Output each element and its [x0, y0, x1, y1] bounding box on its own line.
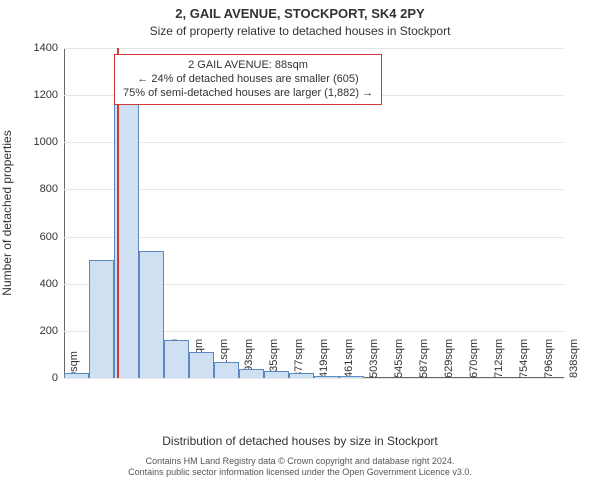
- attribution-line-2: Contains public sector information licen…: [0, 467, 600, 478]
- y-tick-label: 1000: [34, 136, 58, 148]
- gridline: [64, 237, 564, 238]
- chart-subtitle: Size of property relative to detached ho…: [0, 24, 600, 38]
- x-tick-label: 503sqm: [368, 335, 380, 378]
- gridline: [64, 378, 564, 379]
- histogram-bar: [139, 251, 164, 378]
- y-tick-label: 800: [40, 183, 58, 195]
- histogram-bar: [339, 376, 364, 378]
- chart-title: 2, GAIL AVENUE, STOCKPORT, SK4 2PY: [0, 6, 600, 21]
- legend-line-1: 2 GAIL AVENUE: 88sqm: [123, 59, 373, 73]
- attribution-line-1: Contains HM Land Registry data © Crown c…: [0, 456, 600, 467]
- x-tick-label: 587sqm: [418, 335, 430, 378]
- legend-line-2: ← 24% of detached houses are smaller (60…: [123, 73, 373, 87]
- gridline: [64, 189, 564, 190]
- histogram-bar: [164, 340, 189, 378]
- histogram-bar: [314, 376, 339, 378]
- chart-root: { "title_main": "2, GAIL AVENUE, STOCKPO…: [0, 0, 600, 500]
- x-tick-label: 377sqm: [293, 335, 305, 378]
- histogram-bar: [264, 371, 289, 378]
- legend-box: 2 GAIL AVENUE: 88sqm ← 24% of detached h…: [114, 54, 382, 105]
- x-tick-label: 754sqm: [518, 335, 530, 378]
- y-tick-label: 1400: [34, 42, 58, 54]
- histogram-bar: [189, 352, 214, 378]
- legend-line-3: 75% of semi-detached houses are larger (…: [123, 87, 373, 101]
- histogram-bar: [289, 373, 314, 378]
- x-tick-label: 545sqm: [393, 335, 405, 378]
- histogram-bar: [239, 369, 264, 378]
- y-axis-label: Number of detached properties: [0, 130, 14, 295]
- y-axis: [64, 48, 65, 378]
- histogram-bar: [64, 373, 89, 378]
- gridline: [64, 48, 564, 49]
- x-tick-label: 670sqm: [468, 335, 480, 378]
- y-tick-label: 0: [52, 372, 58, 384]
- x-tick-label: 419sqm: [318, 335, 330, 378]
- y-tick-label: 200: [40, 325, 58, 337]
- histogram-bar: [89, 260, 114, 378]
- x-tick-label: 629sqm: [443, 335, 455, 378]
- gridline: [64, 142, 564, 143]
- x-tick-label: 838sqm: [568, 335, 580, 378]
- x-tick-label: 796sqm: [543, 335, 555, 378]
- histogram-bar: [214, 362, 239, 379]
- x-tick-label: 712sqm: [493, 335, 505, 378]
- y-tick-label: 600: [40, 231, 58, 243]
- y-tick-label: 400: [40, 278, 58, 290]
- attribution: Contains HM Land Registry data © Crown c…: [0, 456, 600, 478]
- x-tick-label: 461sqm: [343, 335, 355, 378]
- y-tick-label: 1200: [34, 89, 58, 101]
- x-axis-label: Distribution of detached houses by size …: [0, 434, 600, 448]
